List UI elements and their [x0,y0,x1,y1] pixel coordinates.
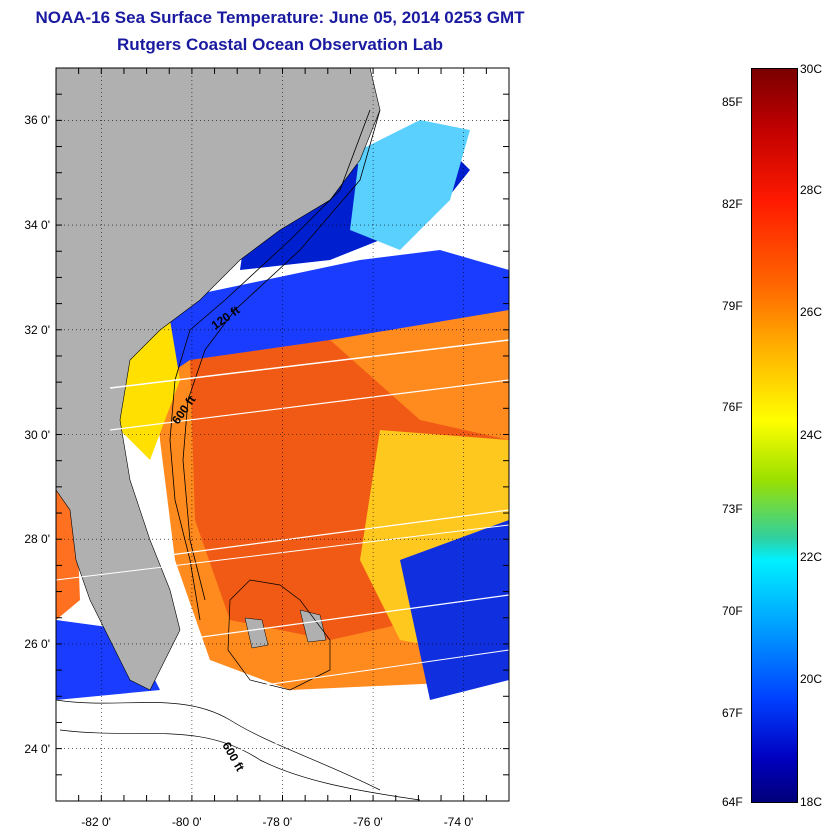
latitude-label: 34 0' [24,218,50,233]
celsius-label: 18C [800,795,823,809]
fahrenheit-label: 64F [722,795,743,809]
latitude-label: 30 0' [24,427,50,442]
celsius-label: 30C [800,62,823,76]
celsius-label: 20C [800,671,823,686]
celsius-label: 22C [800,549,823,564]
celsius-label: 26C [800,305,823,320]
fahrenheit-label: 70F [722,603,743,618]
latitude-label: 24 0' [24,741,50,756]
longitude-label: -78 0' [262,815,293,829]
celsius-label: 28C [800,183,823,198]
bathymetry-contour [169,109,371,621]
land-mass [56,68,381,691]
latitude-label: 32 0' [24,322,50,337]
cool-water-region [160,250,509,380]
celsius-label: 24C [800,427,823,442]
fahrenheit-label: 73F [722,502,743,517]
longitude-label: -82 0' [81,815,111,829]
color-scale-bar [751,68,798,803]
fahrenheit-label: 85F [722,94,743,109]
longitude-label: -76 0' [353,815,383,829]
latitude-label: 28 0' [24,532,50,547]
fahrenheit-label: 76F [722,400,743,415]
latitude-label: 36 0' [24,113,50,128]
map-subtitle: Rutgers Coastal Ocean Observation Lab [117,35,443,54]
longitude-label: -74 0' [443,815,474,829]
map-title: NOAA-16 Sea Surface Temperature: June 05… [35,8,525,27]
latitude-label: 26 0' [24,636,50,651]
fahrenheit-label: 67F [722,705,743,720]
longitude-label: -80 0' [171,815,202,829]
fahrenheit-label: 82F [722,196,743,211]
fahrenheit-label: 79F [722,298,743,313]
swath-line [109,339,509,389]
